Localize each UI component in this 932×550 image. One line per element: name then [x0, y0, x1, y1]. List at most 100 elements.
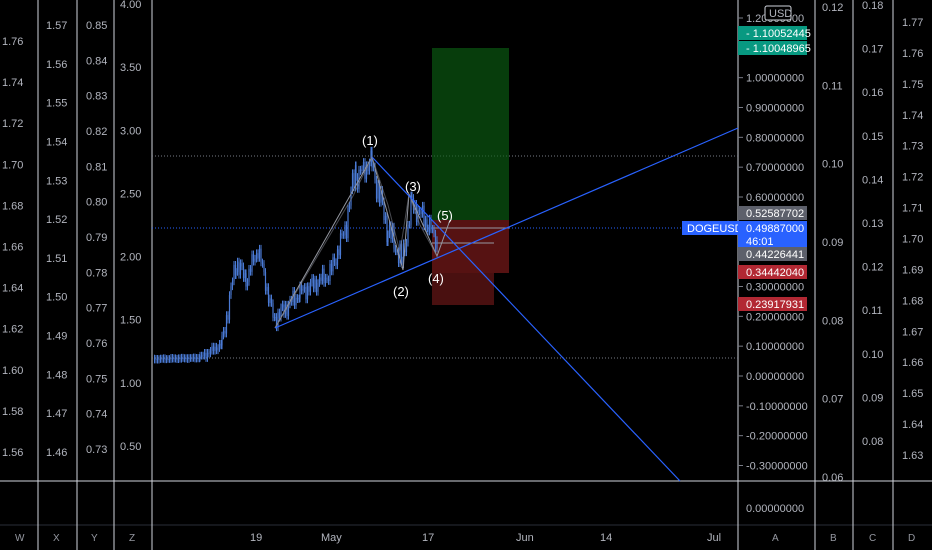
scale-corner-a[interactable]: A [772, 533, 779, 544]
candle-body [287, 304, 290, 316]
currency-box[interactable] [764, 5, 792, 21]
candle-body [374, 166, 376, 180]
right-scale-label: 0.09 [862, 392, 883, 404]
left-scale-label: 1.72 [2, 118, 23, 130]
countdown-tag [738, 235, 807, 247]
wave-label-5[interactable]: (5) [437, 208, 453, 223]
candle-body [345, 225, 348, 239]
wave-label-1[interactable]: (1) [362, 133, 378, 148]
candle-body [330, 263, 333, 272]
candle-body [426, 219, 428, 229]
left-scale-label: 1.46 [46, 447, 67, 459]
wave-label-4[interactable]: (4) [428, 271, 444, 286]
left-scale-label: 1.58 [2, 406, 23, 418]
candle-body [431, 228, 434, 230]
candle-body [433, 228, 435, 234]
candle-body [156, 358, 159, 360]
candle-body [378, 183, 381, 203]
stop-zone-second[interactable] [432, 273, 494, 305]
scale-corner-w[interactable]: W [15, 533, 25, 544]
main-tick-label: 0.70000000 [746, 162, 804, 174]
candle-body [329, 265, 331, 282]
price-tags: - 1.10052445 - 1.10048965 0.52587702DOGEUS… [682, 26, 811, 311]
candle-body [255, 253, 258, 259]
candle-body [217, 348, 219, 351]
candle-body [203, 352, 206, 356]
candle-body [263, 263, 265, 272]
right-scale-label: 1.65 [902, 388, 923, 400]
candle-body [252, 254, 255, 262]
candle-body [396, 251, 398, 253]
scale-corner-c[interactable]: C [869, 533, 876, 544]
candle-body [318, 277, 321, 284]
candle-body [351, 173, 354, 191]
left-scale-label: 1.52 [46, 214, 67, 226]
candle-body [365, 165, 368, 179]
candle-body [191, 357, 193, 359]
scale-corner-y[interactable]: Y [91, 533, 98, 544]
time-axis[interactable]: 19 May 17 Jun 14 Jul [250, 532, 721, 544]
right-scale-label: 1.70 [902, 234, 923, 246]
right-scale-label: 0.09 [822, 237, 843, 249]
candle-body [260, 248, 262, 263]
time-tick-label: Jul [707, 532, 721, 544]
left-scale-label: 0.50 [120, 441, 141, 453]
candle-body [164, 358, 166, 360]
candle-body [267, 287, 270, 303]
right-scale-label: 0.18 [862, 0, 883, 12]
right-scale-label: 0.12 [822, 2, 843, 14]
price-tag-text: 0.23917931 [746, 299, 804, 311]
right-price-scales[interactable]: 0.12 0.11 0.10 0.09 0.08 0.07 0.06 0.18 0.17 0.16… [822, 0, 923, 484]
candle-body [199, 355, 201, 358]
candle-body [415, 203, 418, 222]
left-scale-label: 0.82 [86, 126, 107, 138]
scale-corner-d[interactable]: D [908, 533, 915, 544]
scale-corner-x[interactable]: X [53, 533, 60, 544]
candle-body [296, 297, 299, 300]
candle-body [344, 225, 346, 227]
price-tag-text: 0.44226441 [746, 249, 804, 261]
candle-body [309, 282, 312, 292]
left-scale-label: 1.50 [120, 315, 141, 327]
elliott-wave-path[interactable] [274, 155, 451, 329]
falling-trendline[interactable] [371, 156, 681, 482]
wave-label-3[interactable]: (3) [405, 179, 421, 194]
left-price-scales[interactable]: 1.76 1.74 1.72 1.70 1.68 1.66 1.64 1.62 1.60 1.58… [2, 0, 141, 459]
wave-inner-path [274, 155, 438, 329]
candle-body [329, 263, 331, 266]
rising-trendline[interactable] [274, 127, 739, 329]
price-tag [738, 265, 807, 279]
price-tag [738, 206, 807, 220]
left-scale-label: 0.75 [86, 373, 107, 385]
stop-zone[interactable] [432, 220, 509, 273]
candle-body [179, 358, 181, 360]
candle-body [390, 225, 392, 240]
candle-body [323, 268, 325, 283]
candle-body [192, 357, 195, 359]
candle-body [170, 357, 172, 360]
time-tick-label: 19 [250, 532, 262, 544]
candle-body [180, 357, 183, 359]
candle-body [185, 358, 187, 360]
right-scale-label: 1.67 [902, 326, 923, 338]
candle-body [338, 249, 340, 256]
scale-corner-b[interactable]: B [830, 533, 837, 544]
candle-body [372, 166, 375, 168]
candle-body [430, 218, 432, 230]
candle-body [388, 225, 391, 235]
price-tag-text: - 1.10052445 [746, 28, 811, 40]
scale-corner-z[interactable]: Z [129, 533, 135, 544]
target-zone[interactable] [432, 48, 509, 220]
left-scale-label: 1.70 [2, 159, 23, 171]
main-tick-label: 0.00000000 [746, 371, 804, 383]
candle-body [275, 316, 278, 328]
right-scale-label: 0.17 [862, 44, 883, 56]
candle-body [424, 219, 427, 227]
price-tag-text: 0.34442040 [746, 267, 804, 279]
right-scale-label: 0.11 [822, 80, 843, 92]
candle-body [244, 273, 246, 279]
wave-label-2[interactable]: (2) [393, 284, 409, 299]
left-scale-label: 1.64 [2, 283, 23, 295]
